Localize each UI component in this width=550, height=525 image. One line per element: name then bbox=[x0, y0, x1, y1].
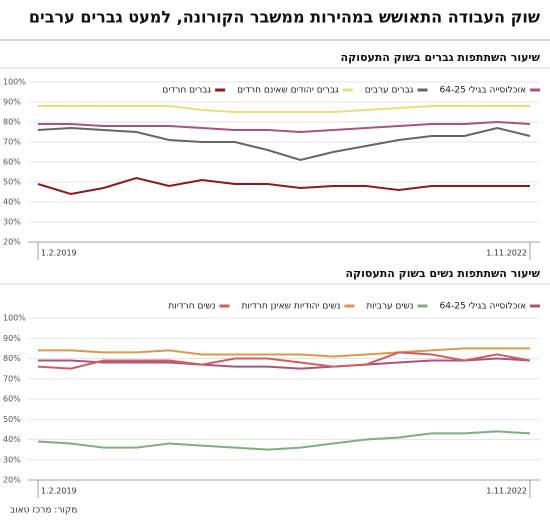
y-tick-label: 70% bbox=[3, 374, 21, 383]
legend-label: נשים חרדיות bbox=[168, 302, 215, 312]
y-tick-label: 90% bbox=[3, 98, 21, 107]
series-line bbox=[38, 347, 530, 358]
y-tick-label: 90% bbox=[3, 334, 21, 343]
y-tick-label: 20% bbox=[3, 238, 21, 247]
series-line bbox=[37, 126, 531, 162]
y-tick-label: 80% bbox=[3, 354, 21, 363]
legend-label: נשים ערביות bbox=[366, 302, 413, 312]
legend-label: אוכלוסייה בגילי 64-25 bbox=[440, 302, 526, 312]
series-line bbox=[37, 430, 531, 451]
x-tick-label: 1.11.2022 bbox=[486, 249, 527, 258]
y-tick-label: 40% bbox=[3, 435, 21, 444]
y-tick-label: 50% bbox=[3, 178, 21, 187]
y-tick-label: 80% bbox=[3, 118, 21, 127]
y-tick-label: 20% bbox=[3, 476, 21, 485]
series-line bbox=[38, 357, 531, 370]
legend-label: גברים יהודים שאינם חרדים bbox=[237, 86, 339, 96]
chart-title: שיעור השתתפות גברים בשוק התעסוקה bbox=[341, 51, 541, 64]
y-tick-label: 100% bbox=[3, 78, 26, 87]
series-line bbox=[37, 351, 531, 370]
y-tick-label: 40% bbox=[3, 198, 21, 207]
x-tick-label: 1.2.2019 bbox=[41, 487, 77, 496]
series-line bbox=[37, 176, 530, 196]
legend-label: אוכלוסייה בגילי 64-25 bbox=[440, 86, 526, 96]
y-tick-label: 50% bbox=[3, 415, 21, 424]
x-tick-label: 1.11.2022 bbox=[486, 487, 527, 496]
series-line bbox=[38, 105, 530, 113]
y-tick-label: 60% bbox=[3, 158, 21, 167]
series-line bbox=[38, 120, 531, 134]
legend-label: נשים יהודיות שאינן חרדיות bbox=[241, 302, 340, 312]
page-title: שוק העבודה התאושש במהירות ממשבר הקורונה,… bbox=[29, 8, 540, 27]
y-tick-label: 30% bbox=[3, 455, 21, 464]
legend-label: גברים חרדים bbox=[162, 86, 211, 96]
y-tick-label: 60% bbox=[3, 395, 21, 404]
y-tick-label: 70% bbox=[3, 138, 21, 147]
y-tick-label: 30% bbox=[3, 218, 21, 227]
chart-title: שיעור השתתפות נשים בשוק התעסוקה bbox=[345, 267, 540, 280]
source: מקור: מרכז טאוב bbox=[10, 506, 77, 516]
y-tick-label: 100% bbox=[3, 314, 26, 323]
legend-label: גברים ערבים bbox=[365, 86, 414, 96]
x-tick-label: 1.2.2019 bbox=[41, 249, 77, 258]
